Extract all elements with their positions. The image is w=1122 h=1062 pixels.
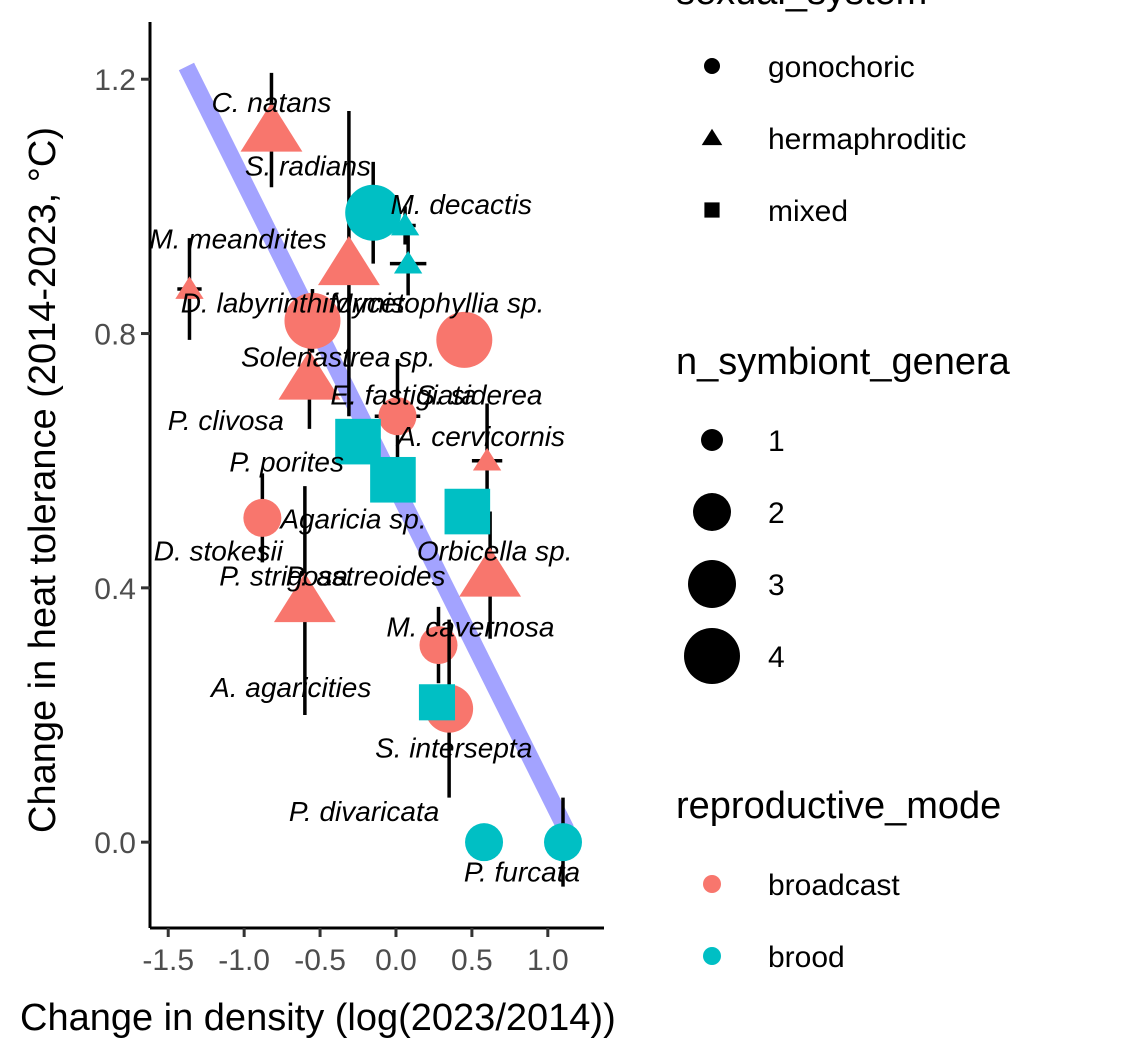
points-layer <box>175 72 583 887</box>
axes-layer: -1.5 -1.0 -0.5 0.0 0.5 1.0 0.0 0.4 0.8 1.2 <box>94 22 604 977</box>
x-tick-label: 0.5 <box>451 944 493 977</box>
data-point <box>284 292 341 349</box>
x-tick-label: -1.0 <box>218 944 270 977</box>
species-label: P. furcata <box>464 856 580 887</box>
species-label: M. decactis <box>390 189 532 220</box>
y-tick-label: 0.0 <box>94 827 136 860</box>
legend-label: 4 <box>768 641 785 674</box>
data-point <box>459 547 522 597</box>
data-point <box>370 456 416 503</box>
species-label: D. labyrinthiformis <box>181 287 405 318</box>
data-point <box>175 276 204 299</box>
legend-key-size <box>693 493 731 531</box>
legend-label: 2 <box>768 497 785 530</box>
data-point <box>436 311 493 368</box>
data-point <box>273 572 336 623</box>
species-label: S. intersepta <box>375 732 532 763</box>
species-label: Solenastrea sp. <box>241 341 436 372</box>
data-point-group <box>273 486 336 716</box>
legend-title-symbionts: n_symbiont_genera <box>676 341 1011 383</box>
data-point-group <box>374 358 421 474</box>
species-label: M. cavernosa <box>386 612 554 643</box>
species-label: C. natans <box>212 87 332 118</box>
legend-label: 3 <box>768 569 785 602</box>
data-point <box>544 823 583 862</box>
legend-key-square <box>704 202 720 218</box>
legend-label: 1 <box>768 425 785 458</box>
species-label: P. divaricata <box>289 796 439 827</box>
legend-label: gonochoric <box>768 51 915 84</box>
data-point <box>390 212 420 236</box>
data-point-group <box>240 72 303 188</box>
data-point-group <box>243 473 282 563</box>
species-label: P. clivosa <box>168 405 284 436</box>
x-tick-label: 1.0 <box>527 944 569 977</box>
x-tick-label: 0.0 <box>375 944 417 977</box>
data-point-group <box>284 289 341 353</box>
legend: sexual_system gonochoric hermaphroditic mix… <box>676 0 1011 974</box>
data-point-group <box>175 238 204 340</box>
data-point <box>317 236 380 286</box>
species-label: M. meandrites <box>149 224 326 255</box>
y-tick-label: 0.8 <box>94 319 136 352</box>
legend-label: broadcast <box>768 869 900 902</box>
data-point <box>243 498 282 537</box>
legend-title-repro: reproductive_mode <box>676 785 1001 827</box>
species-label: D. stokesii <box>154 535 284 566</box>
data-point <box>465 823 504 862</box>
data-point-group <box>465 823 504 862</box>
data-point <box>335 418 381 465</box>
data-point <box>378 397 417 436</box>
data-point-group <box>335 418 381 465</box>
species-label: S. radians <box>245 151 371 182</box>
legend-key-size <box>684 628 740 684</box>
data-point <box>278 350 341 400</box>
legend-key-triangle <box>701 128 723 146</box>
legend-key-size <box>701 429 723 451</box>
data-point-group <box>444 488 491 535</box>
species-label: S. siderea <box>416 380 542 411</box>
y-axis-title: Change in heat tolerance (2014-2023, °C) <box>22 127 64 833</box>
data-point-group <box>418 684 456 721</box>
species-label: P. strigosa <box>219 561 348 592</box>
data-point <box>472 448 502 471</box>
legend-key-size <box>688 560 736 608</box>
legend-label: hermaphroditic <box>768 123 966 156</box>
species-label: P. porites <box>229 446 344 477</box>
species-label: Orbicella sp. <box>417 535 573 566</box>
legend-key-color <box>703 875 721 893</box>
data-point-group <box>436 311 493 368</box>
species-label: E. fastigiata <box>330 380 476 411</box>
species-label: Agaricia sp. <box>278 503 426 534</box>
data-point-group <box>345 161 402 264</box>
data-point <box>240 102 303 152</box>
data-point-group <box>370 456 416 503</box>
data-point-group <box>389 231 427 296</box>
species-labels-layer: C. natans S. radians M. decactis M. meandri… <box>149 87 580 887</box>
data-point <box>345 184 402 241</box>
data-point <box>444 488 491 535</box>
x-tick-label: -0.5 <box>294 944 346 977</box>
y-tick-label: 0.4 <box>94 573 136 606</box>
legend-label: brood <box>768 941 845 974</box>
species-label: A. agaricities <box>209 672 371 703</box>
y-tick-label: 1.2 <box>94 64 136 97</box>
data-point <box>393 250 423 274</box>
data-point-group <box>544 797 583 887</box>
x-tick-label: -1.5 <box>142 944 194 977</box>
legend-label: mixed <box>768 195 848 228</box>
data-point-group <box>317 111 380 417</box>
x-axis-title: Change in density (log(2023/2014)) <box>20 997 616 1039</box>
data-point <box>418 684 456 721</box>
legend-key-color <box>703 947 721 965</box>
legend-key-circle <box>704 58 720 74</box>
species-label: P. astreoides <box>286 561 446 592</box>
species-label: A. cervicornis <box>395 421 565 452</box>
legend-title-sexual-system: sexual_system <box>676 0 927 13</box>
species-label: Mycetophyllia sp. <box>330 287 545 318</box>
